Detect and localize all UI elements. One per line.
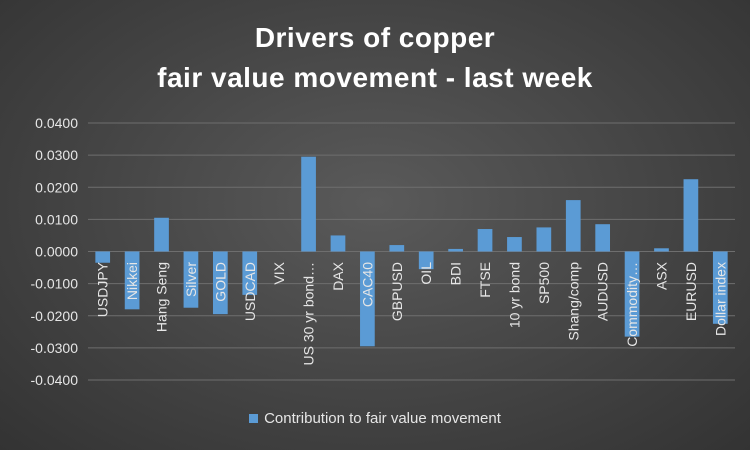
bar — [536, 227, 552, 252]
x-tick-label: OIL — [418, 262, 434, 285]
x-tick-label: GOLD — [212, 262, 228, 302]
bar — [565, 200, 581, 252]
bar — [95, 251, 111, 263]
x-tick-label: VIX — [271, 261, 287, 284]
bar — [124, 251, 140, 310]
x-tick-label: GBPUSD — [389, 262, 405, 321]
bar — [683, 179, 699, 252]
bar — [654, 248, 669, 252]
bar — [301, 156, 316, 252]
chart-title: Drivers of copper fair value movement - … — [0, 18, 750, 98]
x-tick-label: Shang/comp — [565, 262, 581, 341]
y-tick-label: 0.0300 — [35, 147, 78, 163]
legend-swatch — [249, 414, 259, 423]
bar — [212, 251, 228, 315]
bar — [624, 251, 640, 337]
bar — [330, 235, 346, 252]
x-tick-label: US 30 yr bond… — [301, 262, 317, 366]
legend-label: Contribution to fair value movement — [264, 410, 501, 427]
x-tick-label: FTSE — [477, 262, 493, 298]
chart-title-line-2: fair value movement - last week — [157, 62, 593, 93]
x-tick-label: Commodity… — [624, 262, 640, 347]
y-tick-label: -0.0100 — [31, 276, 79, 292]
bar — [183, 251, 199, 308]
bar — [712, 251, 728, 324]
bar — [418, 251, 434, 270]
x-tick-label: 10 yr bond — [506, 262, 522, 328]
bar — [242, 251, 258, 295]
bar — [154, 217, 169, 252]
bar — [389, 245, 405, 252]
x-tick-label: Dollar index — [712, 262, 728, 336]
bar — [448, 248, 463, 252]
x-tick-label: Nikkei — [124, 262, 140, 300]
x-tick-label: Hang Seng — [154, 262, 170, 332]
x-tick-label: CAC40 — [359, 262, 375, 307]
x-tick-label: SP500 — [536, 262, 552, 304]
bar — [595, 224, 611, 252]
x-tick-label: ASX — [653, 261, 669, 290]
x-tick-label: EURUSD — [683, 262, 699, 321]
x-tick-label: Silver — [183, 262, 199, 297]
y-tick-label: -0.0300 — [31, 340, 79, 356]
y-tick-label: 0.0400 — [35, 115, 78, 131]
chart-title-line-1: Drivers of copper — [254, 22, 496, 53]
bar — [477, 229, 493, 252]
x-tick-label: USDCAD — [242, 262, 258, 321]
x-tick-label: BDI — [448, 262, 464, 285]
y-tick-label: 0.0000 — [35, 244, 78, 260]
x-tick-label: USDJPY — [95, 261, 111, 317]
y-tick-label: 0.0200 — [35, 179, 78, 195]
chart-legend: Contribution to fair value movement — [0, 410, 750, 427]
x-tick-label: DAX — [330, 261, 346, 290]
bar — [360, 251, 375, 347]
y-tick-label: 0.0100 — [35, 211, 78, 227]
y-tick-label: -0.0400 — [31, 372, 79, 388]
y-tick-label: -0.0200 — [31, 308, 79, 324]
x-tick-label: AUDUSD — [595, 262, 611, 321]
bar — [507, 237, 522, 252]
